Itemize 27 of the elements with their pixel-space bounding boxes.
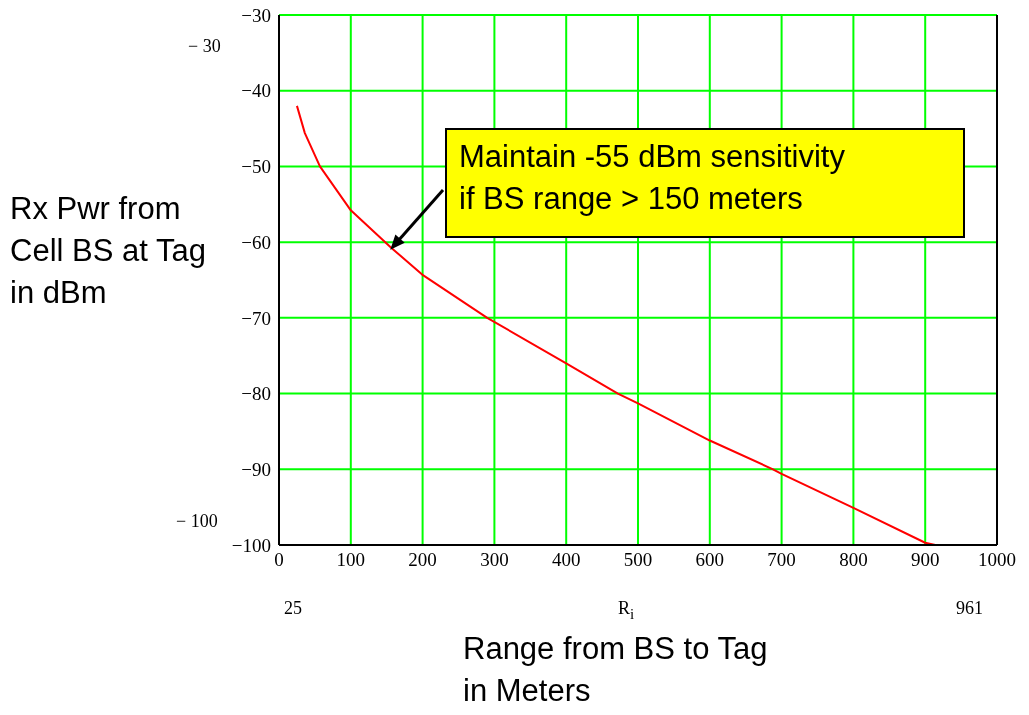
text: − 30 — [188, 36, 221, 57]
x-tick-label: 800 — [839, 549, 868, 571]
x-tick-label: 600 — [695, 549, 725, 571]
y-tick-label: −40 — [241, 80, 271, 102]
x-tick-label: 900 — [910, 549, 940, 571]
x-tick-label: 500 — [623, 549, 653, 571]
text: 25 — [284, 598, 302, 619]
annotation: Maintain -55 dBm sensitivity if BS range > 150 meters — [459, 138, 845, 218]
y-tick-label: −30 — [241, 4, 271, 26]
text: R$_{i}$ — [618, 598, 635, 623]
text: 961 — [956, 598, 983, 619]
y-tick-label: −100 — [231, 534, 271, 556]
x-tick-label: 300 — [480, 549, 509, 571]
y-tick-label: −50 — [241, 156, 271, 178]
text: − 100 — [176, 511, 218, 532]
y-axis-title: Rx Pwr from Cell BS at Tag in dBm — [10, 190, 207, 312]
x-tick-label: 200 — [408, 549, 437, 571]
y-tick-label: −90 — [241, 459, 271, 481]
y-tick-label: −70 — [241, 307, 271, 329]
x-tick-label: 400 — [551, 549, 581, 571]
x-axis-title: Range from BS to Tag in Meters — [463, 630, 769, 710]
x-tick-label: 100 — [336, 549, 366, 571]
y-tick-label: −60 — [241, 231, 271, 253]
x-tick-label: 700 — [767, 549, 796, 571]
x-tick-label: 0 — [274, 549, 284, 571]
y-tick-label: −80 — [241, 383, 271, 405]
x-tick-label: 1000 — [978, 549, 1016, 571]
